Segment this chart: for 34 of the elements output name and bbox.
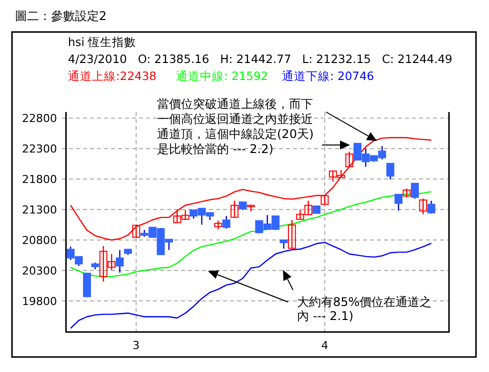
y-tick-label: 20800 [22, 234, 57, 247]
y-tick-label: 19800 [22, 294, 57, 308]
text: 通道中線: 21592 [176, 69, 268, 83]
candlestick [402, 188, 411, 198]
y-tick-label: 22300 [22, 142, 57, 156]
y-tick-label: 20300 [22, 264, 57, 278]
x-tick-label: 3 [132, 339, 140, 352]
candlestick [132, 224, 140, 238]
candlestick [83, 272, 91, 298]
y-tick-label: 21800 [22, 173, 57, 186]
text: 通道上線:22438 [68, 69, 156, 83]
candlestick [345, 151, 354, 168]
candlestick [214, 220, 222, 230]
y-tick-label: 21300 [22, 204, 57, 217]
line-series [70, 191, 432, 278]
annotation: 大約有85%價位在通道之內 --- 2.1) [297, 295, 432, 323]
candlestick [116, 249, 124, 274]
candlestick [419, 198, 428, 215]
chart-title: 圖二：參數設定2 [15, 9, 107, 23]
candlestick [427, 200, 436, 214]
annotation: 當價位突破通道上線後，而下一個高位返回通道之內並接近通道頂，這個中線設定(20天)是比較恰當的 --- 2.2) [157, 97, 314, 156]
candlestick [386, 162, 394, 180]
chart-subtitle: hsi 恆生指數 [68, 35, 136, 49]
candlestick [394, 194, 402, 212]
y-tick-label: 22800 [22, 112, 57, 126]
candlestick [410, 182, 419, 200]
line-series [70, 242, 432, 329]
candlestick [222, 215, 230, 230]
candlestick [288, 219, 296, 249]
candlestick [320, 195, 329, 205]
text: 4/23/2010 O: 21385.16 H: 21442.77 L: 21232.15 C: 21244.49 [68, 52, 452, 66]
x-tick-label: 4 [321, 339, 328, 352]
text: 通道下線: 20746 [282, 69, 374, 83]
candlestick [230, 200, 239, 218]
